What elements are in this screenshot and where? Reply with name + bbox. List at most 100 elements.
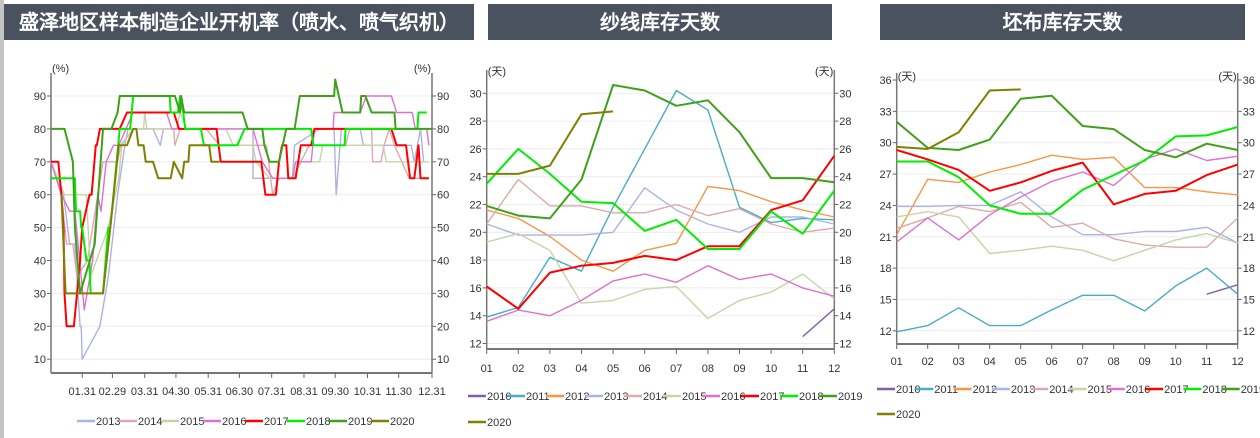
y-tick-label: 12 xyxy=(469,339,481,351)
legend-label: 2012 xyxy=(973,384,997,396)
series-line-2012 xyxy=(486,185,835,272)
legend-label: 2015 xyxy=(180,416,204,428)
x-tick-label: 12 xyxy=(1232,356,1244,368)
legend-label: 2010 xyxy=(487,391,511,403)
legend-item-2015[interactable]: 2015 xyxy=(161,416,204,428)
legend-item-2017[interactable]: 2017 xyxy=(245,416,288,428)
y-tick-label: 28 xyxy=(469,116,481,128)
legend-item-2020[interactable]: 2020 xyxy=(371,416,414,428)
legend-item-2016[interactable]: 2016 xyxy=(1106,384,1150,396)
x-tick-label: 09 xyxy=(733,363,745,375)
title-loom-operating-rate: 盛泽地区样本制造企业开机率（喷水、喷气织机） xyxy=(4,4,474,40)
y-tick-label-right: 50 xyxy=(437,223,449,235)
legend-item-2012[interactable]: 2012 xyxy=(953,384,997,396)
legend-item-2019[interactable]: 2019 xyxy=(1221,384,1260,396)
y-unit-label: (天) xyxy=(488,66,506,78)
series-line-2016 xyxy=(896,148,1238,243)
x-tick-label: 02 xyxy=(512,363,524,375)
y-tick-label-right: 80 xyxy=(437,124,449,136)
chart-3: 12 12 15 15 18 18 21 21 24 24 27 27 30 30 33 33 36 36 (天) (… xyxy=(877,71,1260,421)
series-line-2017 xyxy=(51,111,429,328)
series-line-2020 xyxy=(60,127,220,295)
series-line-2014 xyxy=(896,201,1239,248)
series-line-2011 xyxy=(486,89,835,318)
y-tick-label: 60 xyxy=(34,190,46,202)
y-tick-label-right: 12 xyxy=(1243,326,1255,338)
legend-item-2019[interactable]: 2019 xyxy=(819,391,862,403)
y-tick-label: 18 xyxy=(469,255,481,267)
legend-item-2018[interactable]: 2018 xyxy=(287,416,330,428)
y-tick-label-right: 14 xyxy=(839,311,851,323)
legend-item-2016[interactable]: 2016 xyxy=(203,416,246,428)
legend-item-2017[interactable]: 2017 xyxy=(741,391,784,403)
x-tick-label: 08.31 xyxy=(290,386,318,398)
legend-label: 2016 xyxy=(222,416,246,428)
legend-label: 2017 xyxy=(264,416,288,428)
legend-item-2020[interactable]: 2020 xyxy=(877,409,920,421)
series-line-2016 xyxy=(50,95,430,311)
x-tick-label: 04.30 xyxy=(162,386,190,398)
legend-label: 2015 xyxy=(682,391,706,403)
legend-item-2013[interactable]: 2013 xyxy=(991,384,1035,396)
x-tick-label: 02 xyxy=(922,356,934,368)
legend-label: 2019 xyxy=(348,416,372,428)
legend-item-2014[interactable]: 2014 xyxy=(624,391,667,403)
x-tick-label: 04 xyxy=(984,356,996,368)
y-tick-label: 22 xyxy=(469,200,481,212)
series-line-2010 xyxy=(802,308,835,338)
legend-item-2010[interactable]: 2010 xyxy=(468,391,511,403)
series-line-2013 xyxy=(486,187,835,236)
y-tick-label: 50 xyxy=(34,223,46,235)
legend-label: 2018 xyxy=(799,391,823,403)
series-line-2019 xyxy=(51,78,432,295)
legend-item-2016[interactable]: 2016 xyxy=(702,391,745,403)
legend-label: 2013 xyxy=(604,391,628,403)
legend-item-2011[interactable]: 2011 xyxy=(507,391,550,403)
legend-item-2014[interactable]: 2014 xyxy=(119,416,162,428)
legend-label: 2019 xyxy=(1241,384,1260,396)
legend-label: 2011 xyxy=(526,391,550,403)
legend-item-2015[interactable]: 2015 xyxy=(1068,384,1112,396)
x-tick-label: 07 xyxy=(670,363,682,375)
x-tick-label: 03.31 xyxy=(131,386,159,398)
y-tick-label: 30 xyxy=(469,88,481,100)
x-tick-label: 10 xyxy=(765,363,777,375)
y-tick-label-right: 12 xyxy=(839,339,851,351)
legend-item-2012[interactable]: 2012 xyxy=(546,391,589,403)
y-tick-label-right: 26 xyxy=(839,144,851,156)
y-tick-label-right: 20 xyxy=(839,227,851,239)
legend-item-2011[interactable]: 2011 xyxy=(915,384,958,396)
legend-item-2013[interactable]: 2013 xyxy=(77,416,120,428)
y-tick-label-right: 30 xyxy=(1243,138,1255,150)
legend-item-2018[interactable]: 2018 xyxy=(1183,384,1227,396)
legend-label: 2019 xyxy=(838,391,862,403)
legend-item-2010[interactable]: 2010 xyxy=(877,384,920,396)
y-tick-label: 15 xyxy=(879,294,891,306)
x-tick-label: 03 xyxy=(953,356,965,368)
legend-item-2013[interactable]: 2013 xyxy=(585,391,628,403)
y-tick-label: 10 xyxy=(34,354,46,366)
legend-item-2020[interactable]: 2020 xyxy=(468,417,511,429)
legend-item-2014[interactable]: 2014 xyxy=(1030,384,1074,396)
x-tick-label: 06.30 xyxy=(226,386,254,398)
y-tick-label: 16 xyxy=(469,283,481,295)
x-tick-label: 06 xyxy=(639,363,651,375)
series-line-2017 xyxy=(896,149,1239,206)
title-yarn-inventory-days: 纱线库存天数 xyxy=(488,4,832,40)
legend-item-2019[interactable]: 2019 xyxy=(329,416,372,428)
legend-item-2018[interactable]: 2018 xyxy=(780,391,823,403)
x-tick-label: 01.31 xyxy=(68,386,96,398)
y-tick-label: 20 xyxy=(34,321,46,333)
legend-label: 2018 xyxy=(306,416,330,428)
x-tick-label: 02.29 xyxy=(99,386,127,398)
x-tick-label: 06 xyxy=(1046,356,1058,368)
y-tick-label-right: 24 xyxy=(839,172,851,184)
series-line-2020 xyxy=(896,88,1021,150)
y-tick-label-right: 28 xyxy=(839,116,851,128)
legend-item-2015[interactable]: 2015 xyxy=(663,391,706,403)
legend-item-2017[interactable]: 2017 xyxy=(1145,384,1189,396)
y-tick-label: 12 xyxy=(879,326,891,338)
legend-label: 2012 xyxy=(565,391,589,403)
